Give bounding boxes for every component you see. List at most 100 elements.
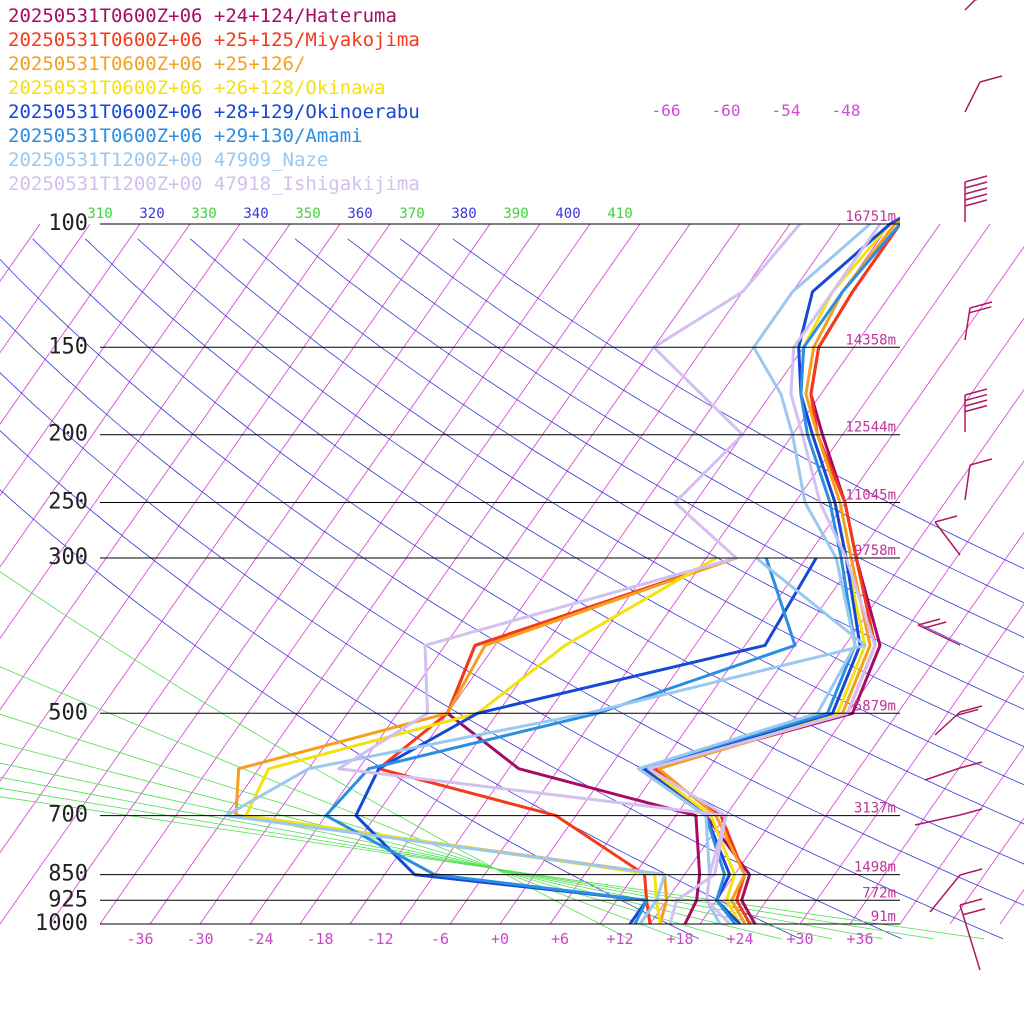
series-dew-line xyxy=(234,556,737,924)
series-temp-line xyxy=(657,218,900,924)
axes: 100 16751m 150 14358m 200 12544m 250 11045m 300 9… xyxy=(35,101,900,948)
legend-entry: 20250531T1200Z+00 47918_Ishigakijima xyxy=(8,173,420,195)
temperature-tick-label: -36 xyxy=(126,930,153,948)
height-label: 91m xyxy=(871,909,896,925)
temperature-tick-label: +0 xyxy=(491,930,509,948)
dry-adiabat-line xyxy=(0,372,902,940)
series-dew-line xyxy=(337,223,802,924)
dry-adiabat-line xyxy=(0,315,1004,940)
moist-adiabat-line xyxy=(0,796,984,940)
moist-adiabat-line xyxy=(0,742,782,940)
series-dew-line xyxy=(324,557,797,924)
wind-barb-flag xyxy=(959,808,983,816)
isotherm-line xyxy=(299,223,791,925)
series-dew-line xyxy=(244,556,717,924)
pressure-label: 300 xyxy=(48,545,88,570)
mixing-ratio-label: -60 xyxy=(712,101,741,120)
isotherm-line xyxy=(49,223,541,925)
wind-barb-flag xyxy=(956,708,979,717)
theta-label: 340 xyxy=(243,206,268,222)
temperature-tick-label: +6 xyxy=(551,930,569,948)
isotherm-line xyxy=(0,223,391,782)
wind-barb-flag xyxy=(964,404,988,413)
wind-barb-flag xyxy=(917,618,941,626)
isotherm-line xyxy=(899,746,1024,925)
height-label: 12544m xyxy=(845,420,896,436)
pressure-label: 200 xyxy=(48,422,88,447)
temperature-tick-label: +12 xyxy=(606,930,633,948)
temperature-tick-label: -18 xyxy=(306,930,333,948)
dry-adiabat-line xyxy=(347,238,1024,638)
isotherm-line xyxy=(749,531,1024,925)
isotherm-line xyxy=(0,223,491,925)
wind-barbs xyxy=(914,0,1003,971)
wind-barb-flag xyxy=(964,199,988,207)
mixing-ratio-label: -54 xyxy=(772,101,801,120)
wind-barb xyxy=(934,711,961,736)
height-label: 5879m xyxy=(854,698,896,714)
series-temp-line xyxy=(637,222,900,924)
series-dew-line xyxy=(224,556,867,924)
isotherm-line xyxy=(849,674,1024,925)
wind-barb-flag xyxy=(964,388,988,396)
dry-adiabat-line xyxy=(294,238,1024,674)
moist-adiabat-line xyxy=(0,762,832,940)
isotherm-line xyxy=(249,223,741,925)
dry-adiabat-line xyxy=(452,238,1024,570)
wind-barb-flag xyxy=(924,621,947,629)
temperature-tick-label: +36 xyxy=(846,930,873,948)
legend-entry: 20250531T1200Z+00 47909_Naze xyxy=(8,149,329,171)
legend-entry: 20250531T0600Z+06 +28+129/Okinoerabu xyxy=(8,101,420,123)
pressure-label: 100 xyxy=(48,211,88,236)
dry-adiabat-line xyxy=(32,238,1024,865)
wind-barb-flag xyxy=(959,761,983,769)
wind-barb-flag xyxy=(962,908,986,916)
pressure-label: 150 xyxy=(48,334,88,359)
dry-adiabat-line xyxy=(242,238,1024,710)
pressure-label: 250 xyxy=(48,490,88,515)
wind-barb-flag xyxy=(964,393,988,402)
dry-adiabat-line xyxy=(0,489,700,940)
legend-entry: 20250531T0600Z+06 +26+128/Okinawa xyxy=(8,77,386,99)
dry-adiabat-line xyxy=(399,238,1024,604)
theta-label: 350 xyxy=(295,206,320,222)
wind-barb xyxy=(964,81,981,113)
wind-barb-flag xyxy=(959,898,983,906)
series-dew-line xyxy=(446,556,737,924)
wind-barb xyxy=(914,814,961,826)
theta-label: 410 xyxy=(607,206,632,222)
theta-label: 380 xyxy=(451,206,476,222)
legend-entry: 20250531T0600Z+06 +29+130/Amami xyxy=(8,125,363,147)
isotherm-line xyxy=(0,223,91,354)
wind-barb-flag xyxy=(964,181,988,189)
temperature-tick-label: -24 xyxy=(246,930,273,948)
wind-barb xyxy=(964,307,971,341)
temperature-tick-label: +24 xyxy=(726,930,753,948)
pressure-label: 1000 xyxy=(35,911,88,936)
isotherm-line xyxy=(149,223,641,925)
theta-label: 390 xyxy=(503,206,528,222)
wind-barb-flag xyxy=(959,868,983,876)
pressure-label: 500 xyxy=(48,700,88,725)
temperature-tick-label: -6 xyxy=(431,930,449,948)
wind-barb xyxy=(964,464,971,501)
isotherm-line xyxy=(0,223,191,497)
mixing-ratio-label: -66 xyxy=(652,101,681,120)
legend-entry: 20250531T0600Z+06 +25+126/ xyxy=(8,53,306,75)
isotherm-line xyxy=(99,223,591,925)
moist-adiabat-line xyxy=(0,776,883,940)
legend-entry: 20250531T0600Z+06 +25+125/Miyakojima xyxy=(8,29,420,51)
height-label: 16751m xyxy=(845,209,896,225)
theta-label: 400 xyxy=(555,206,580,222)
wind-barb-flag xyxy=(964,187,988,195)
moist-adiabat-line xyxy=(0,666,680,940)
height-label: 772m xyxy=(862,885,896,901)
isotherm-line xyxy=(799,603,1024,925)
theta-label: 320 xyxy=(139,206,164,222)
isotherm-line xyxy=(0,223,141,425)
isotherm-line xyxy=(0,223,441,854)
dry-adiabat-line xyxy=(84,238,1024,825)
wind-barb-flag xyxy=(964,399,988,407)
wind-barb xyxy=(959,904,981,971)
